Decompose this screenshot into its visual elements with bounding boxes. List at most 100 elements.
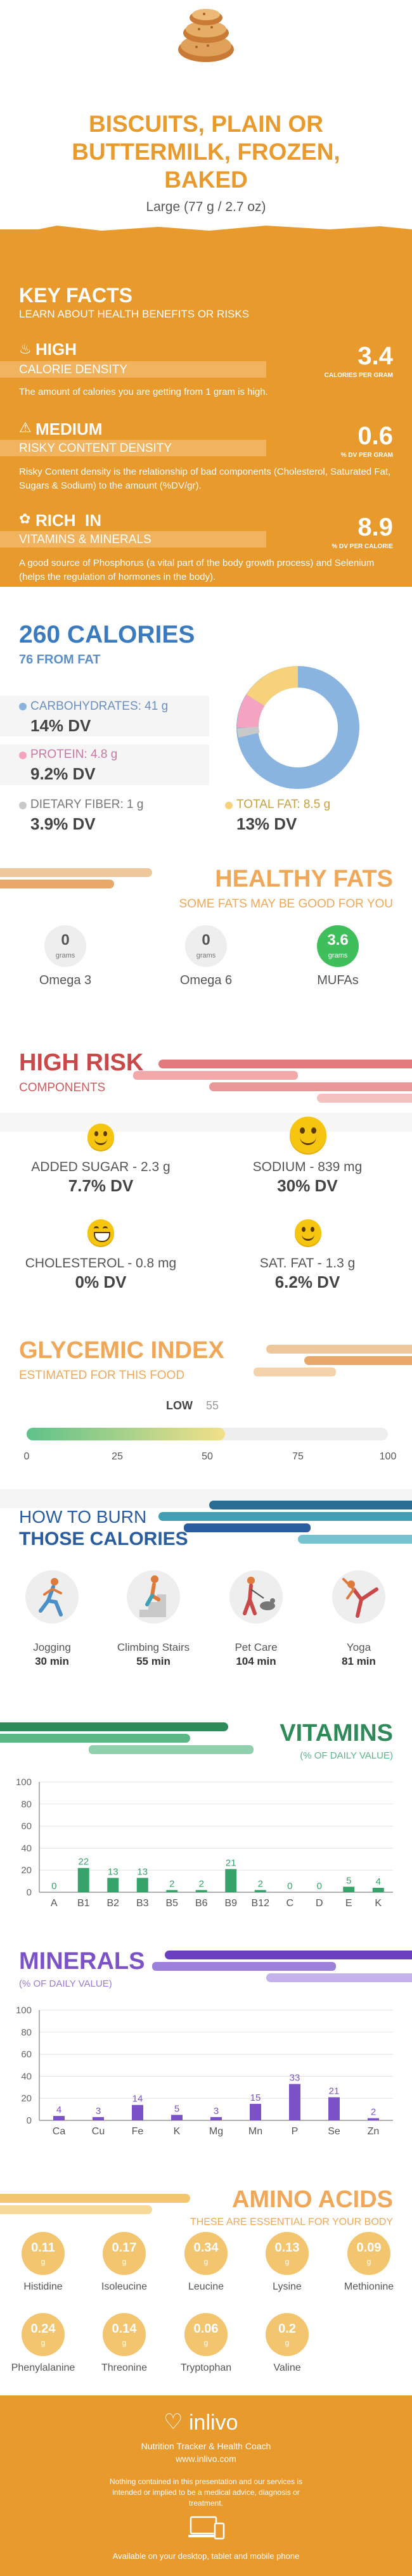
calories-from-fat: 76 FROM FAT	[19, 653, 101, 667]
key-fact-label-band	[0, 361, 266, 378]
high-risk-stripe	[317, 1094, 412, 1103]
minerals-value-label: 2	[371, 2107, 376, 2118]
amino-circle	[347, 2232, 390, 2275]
amino-label: Valine	[273, 2362, 301, 2373]
vitamins-value-label: 2	[169, 1879, 174, 1890]
key-fact-label: CALORIE DENSITY	[19, 363, 128, 376]
healthy-fats-stripe	[0, 868, 152, 877]
vitamins-category-label: B9	[224, 1898, 237, 1909]
vitamins-chart: 0204060801000A22B113B213B32B52B621B92B12…	[16, 1777, 393, 1909]
fiber-label: DIETARY FIBER: 1 g	[30, 798, 144, 811]
fiber-dv: 3.9% DV	[30, 814, 96, 833]
high-risk-stripe	[133, 1071, 298, 1080]
amino-label: Histidine	[23, 2281, 63, 2292]
food-title-line-3: BAKED	[164, 167, 248, 193]
heart-logo-icon: ♡	[164, 2410, 183, 2434]
minerals-category-label: Se	[328, 2126, 340, 2137]
amino-item: 0.09 g Methionine	[331, 2232, 407, 2302]
vitamins-category-label: E	[345, 1898, 352, 1909]
high-risk-stripe	[209, 1082, 412, 1091]
carbs-label: CARBOHYDRATES: 41 g	[30, 700, 169, 713]
vitamins-category-label: B12	[252, 1898, 270, 1909]
key-facts-subtitle: LEARN ABOUT HEALTH BENEFITS OR RISKS	[19, 308, 250, 320]
amino-subtitle: THESE ARE ESSENTIAL FOR YOUR BODY	[190, 2217, 393, 2227]
omega6-circle	[185, 925, 227, 967]
vitamins-subtitle: (% OF DAILY VALUE)	[300, 1750, 393, 1761]
jogging-time: 30 min	[35, 1655, 69, 1667]
minerals-subtitle: (% OF DAILY VALUE)	[19, 1978, 112, 1989]
vitamins-category-label: B5	[165, 1898, 178, 1909]
minerals-category-label: Zn	[368, 2126, 380, 2137]
high-risk-title: HIGH RISK	[19, 1049, 144, 1076]
amino-item: 0.34 g Leucine	[168, 2232, 244, 2302]
vitamins-value-label: 2	[258, 1879, 263, 1890]
flame-icon: ♨	[19, 341, 32, 357]
footer-url[interactable]: www.inlivo.com	[176, 2454, 236, 2464]
sodium-label: SODIUM - 839 mg	[252, 1160, 363, 1174]
amino-value: 0.24	[30, 2322, 56, 2336]
vitamins-category-label: B2	[106, 1898, 119, 1909]
key-fact-value: 3.4	[357, 342, 393, 370]
omega3-circle	[44, 925, 86, 967]
vitamins-value-label: 13	[137, 1866, 148, 1877]
yoga-time: 81 min	[342, 1655, 376, 1667]
amino-stripe	[0, 2194, 190, 2203]
key-facts-top-zigzag-icon	[0, 226, 412, 234]
amino-value: 0.17	[112, 2241, 137, 2255]
minerals-category-label: K	[174, 2126, 181, 2137]
footer-available: Available on your desktop, tablet and mo…	[112, 2551, 300, 2561]
vitamins-stripe	[89, 1745, 254, 1754]
amino-label: Methionine	[344, 2281, 394, 2292]
minerals-title: MINERALS	[19, 1948, 145, 1975]
yoga-icon	[332, 1570, 385, 1624]
pet-care-time: 104 min	[236, 1655, 276, 1667]
amino-stripe	[0, 2205, 152, 2214]
glycemic-fill	[27, 1428, 225, 1440]
glycemic-level: LOW	[166, 1399, 193, 1412]
risk-row-band	[0, 1113, 412, 1132]
donut-fiber-slice	[237, 726, 260, 738]
pet-care-icon	[229, 1570, 283, 1624]
amino-circle	[103, 2313, 146, 2356]
vitamins-value-label: 0	[317, 1881, 322, 1892]
carbs-dot-icon	[19, 703, 27, 710]
vitamins-bar	[136, 1878, 148, 1892]
vitamins-ytick: 20	[21, 1865, 32, 1876]
amino-unit: g	[203, 2257, 209, 2266]
amino-item: 0.17 g Isoleucine	[86, 2232, 162, 2302]
footer-disclaimer: Nothing contained in this presentation a…	[109, 2477, 303, 2508]
vitamins-bar	[195, 1890, 207, 1892]
fiber-dot-icon	[19, 802, 27, 809]
vitamins-category-label: B6	[195, 1898, 208, 1909]
amino-circle	[184, 2313, 228, 2356]
glycemic-section: GLYCEMIC INDEX ESTIMATED FOR THIS FOOD L…	[0, 1337, 412, 1483]
healthy-fats-title: HEALTHY FATS	[215, 866, 393, 892]
minerals-category-label: Fe	[132, 2126, 144, 2137]
vitamins-category-label: A	[51, 1898, 58, 1909]
vitamins-category-label: B3	[136, 1898, 149, 1909]
minerals-value-label: 14	[132, 2094, 143, 2105]
burn-stripe	[158, 1512, 412, 1521]
smile-icon	[295, 1219, 321, 1246]
vitamins-ytick: 80	[21, 1799, 32, 1810]
healthy-fats-subtitle: SOME FATS MAY BE GOOD FOR YOU	[179, 897, 393, 911]
omega3-unit: grams	[55, 952, 75, 959]
footer-tagline: Nutrition Tracker & Health Coach	[141, 2441, 271, 2451]
added-sugar-dv: 7.7% DV	[68, 1176, 134, 1195]
mufas-label: MUFAs	[317, 973, 359, 987]
mufas-circle	[317, 925, 359, 967]
amino-item: 0.24 g Phenylalanine	[5, 2313, 81, 2383]
amino-unit: g	[41, 2338, 46, 2347]
key-fact-unit: % DV PER GRAM	[340, 452, 393, 459]
grin-icon	[87, 1219, 114, 1246]
fat-dot-icon	[225, 802, 233, 809]
key-fact-desc: The amount of calories you are getting f…	[19, 387, 268, 397]
protein-label: PROTEIN: 4.8 g	[30, 748, 118, 761]
burn-section: HOW TO BURN THOSE CALORIES Jogging 30 mi…	[0, 1489, 412, 1730]
food-title: BISCUITS, PLAIN OR BUTTERMILK, FROZEN, B…	[0, 110, 412, 194]
glycemic-tick-0: 0	[23, 1451, 30, 1462]
vitamins-title: VITAMINS	[280, 1720, 393, 1746]
stairs-time: 55 min	[136, 1655, 171, 1667]
minerals-category-label: Mg	[209, 2126, 223, 2137]
amino-item: 0.06 g Tryptophan	[168, 2313, 244, 2383]
